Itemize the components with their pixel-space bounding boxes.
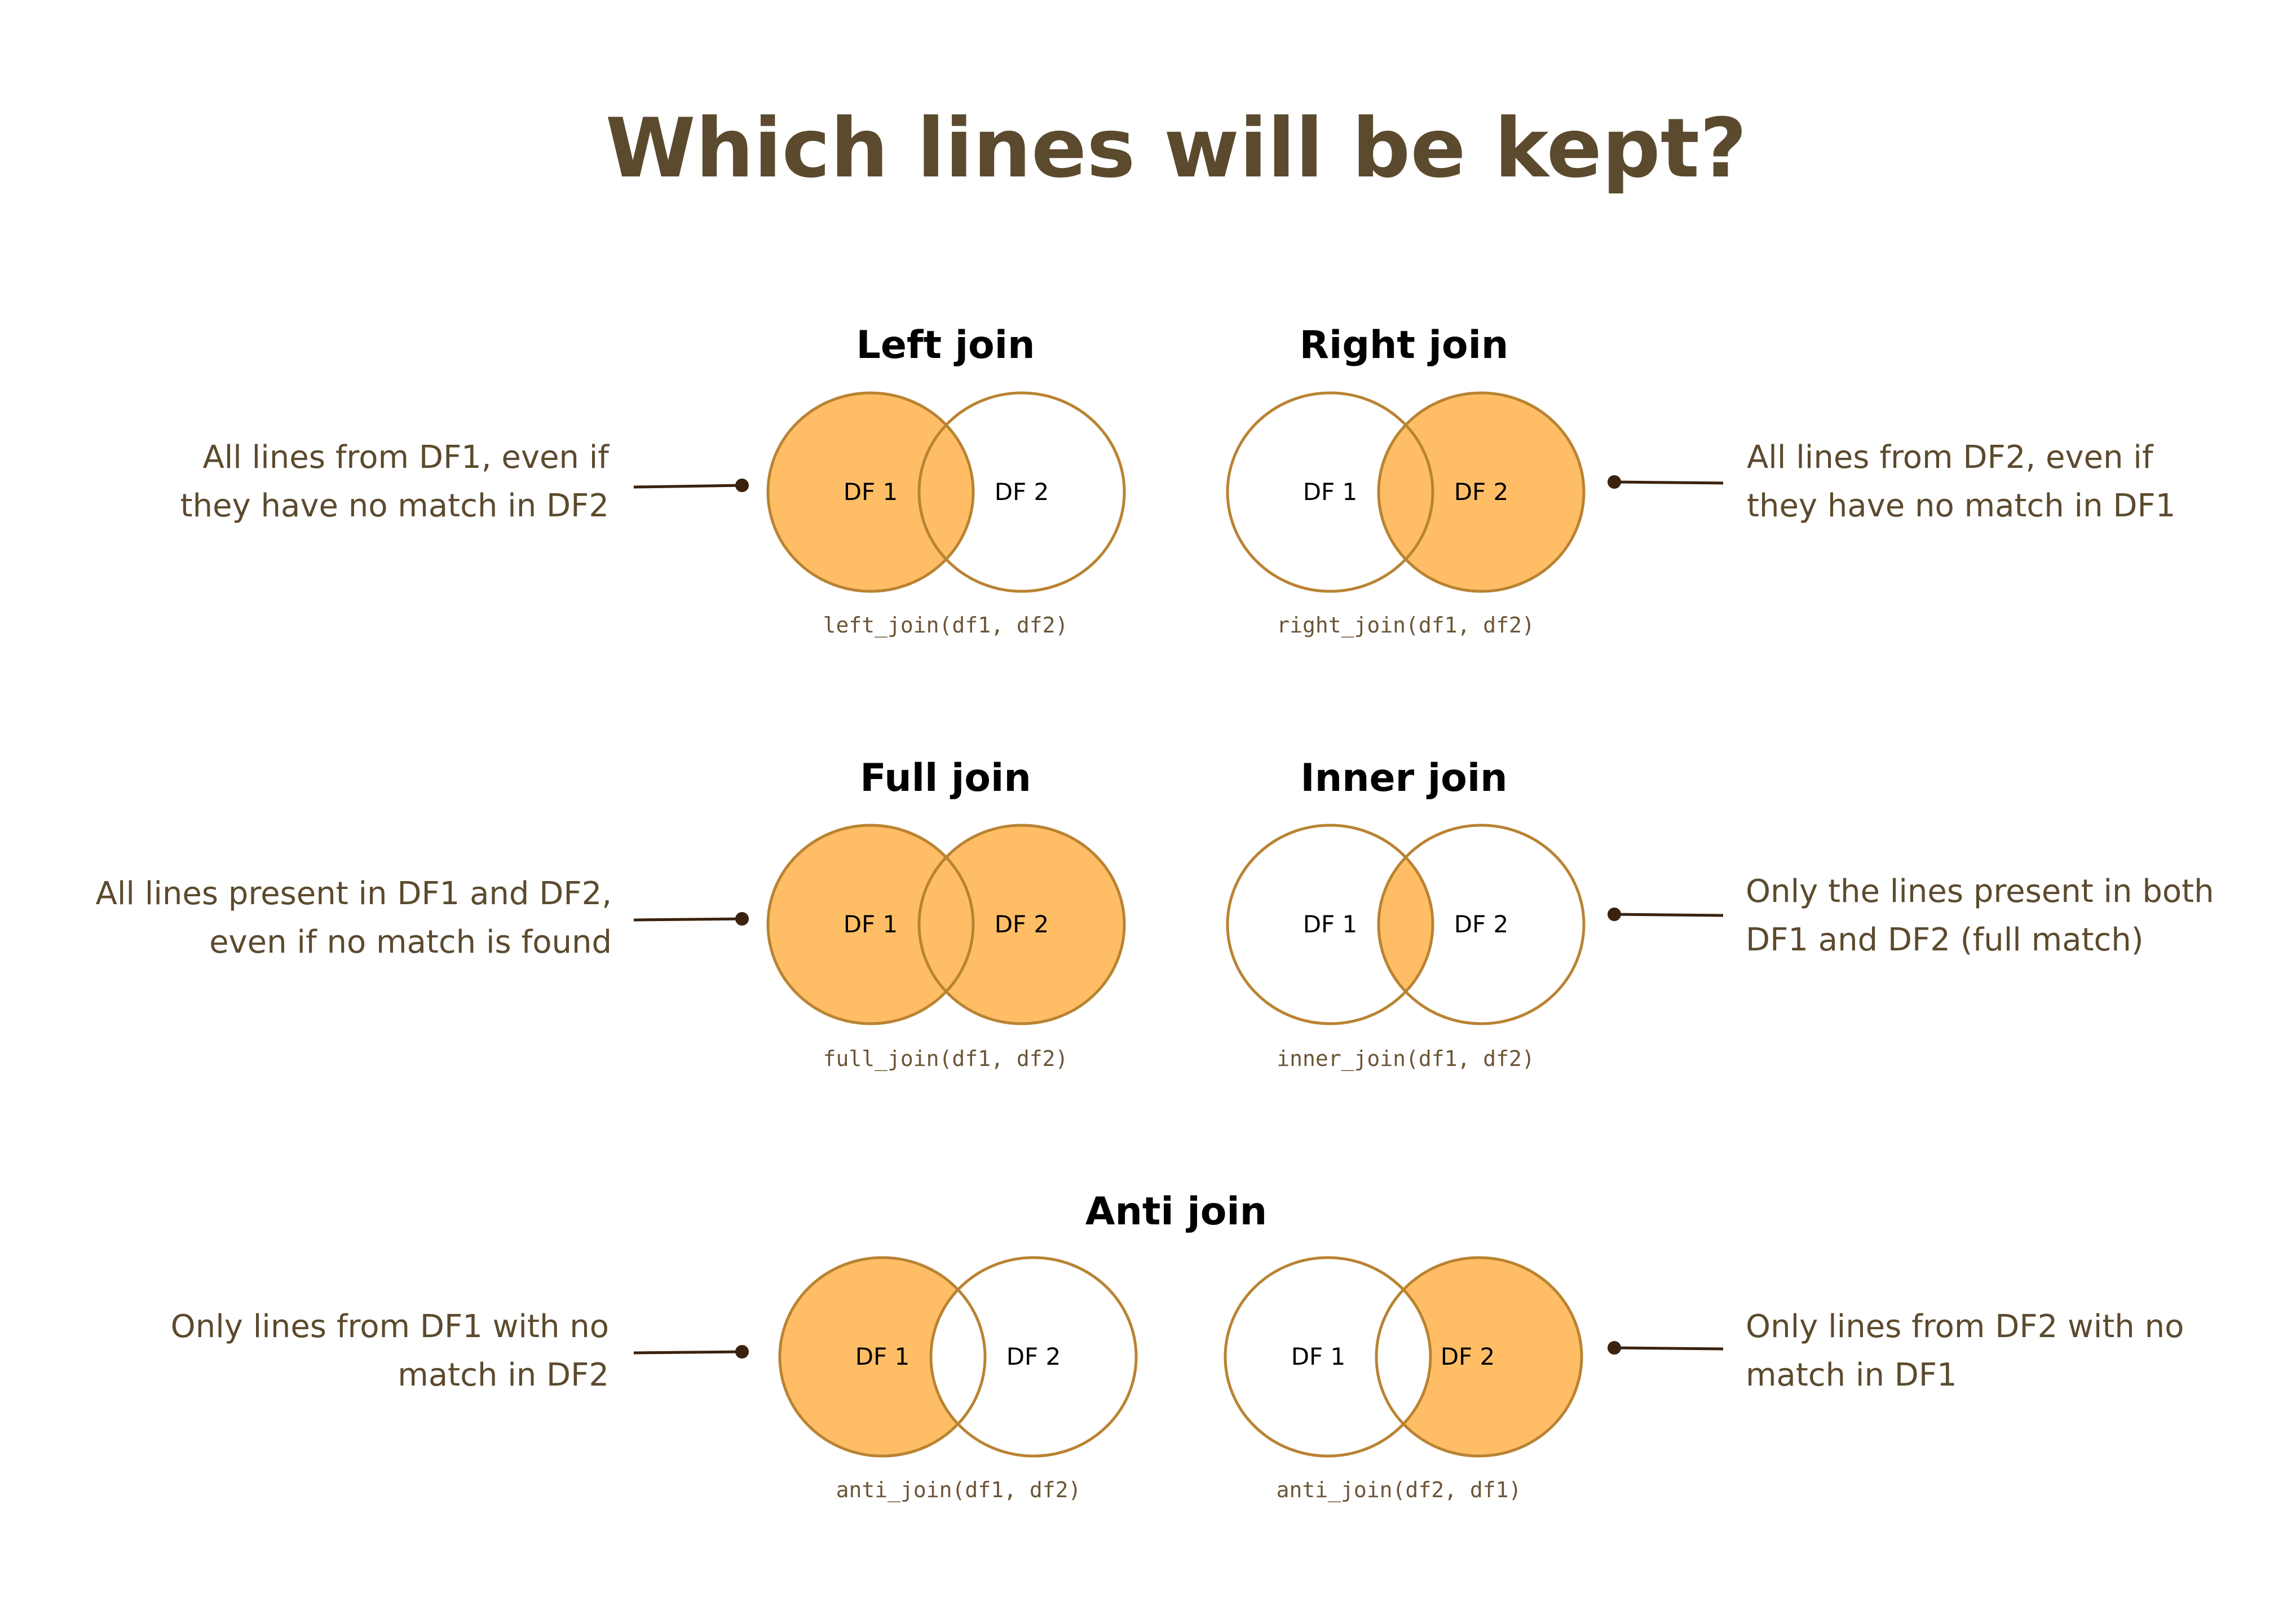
anti-join-left-df2-label: DF 2: [1006, 1343, 1061, 1370]
anti-join-right-code: anti_join(df2, df1): [1277, 1477, 1522, 1503]
right-join-connector-dot: [1608, 475, 1621, 489]
full-join-connector-dot: [735, 912, 749, 926]
full-join-code: full_join(df1, df2): [823, 1046, 1068, 1072]
anti-join-left-desc-line2: match in DF2: [398, 1357, 609, 1393]
anti-join-right: DF 1 DF 2 anti_join(df2, df1) Only lines…: [1224, 1256, 2184, 1503]
anti-join-left-desc-line1: Only lines from DF1 with no: [171, 1308, 609, 1345]
main-title: Which lines will be kept?: [606, 101, 1747, 196]
inner-join-panel: Inner join DF 1 DF 2 inner_join(df1, df2…: [1226, 756, 2214, 1072]
anti-join-right-connector-dot: [1608, 1341, 1621, 1355]
left-join-panel: Left join DF 1 DF 2 left_join(df1, df2) …: [180, 323, 1126, 638]
anti-join-left-df1-label: DF 1: [855, 1343, 910, 1370]
left-join-df2-circle: [917, 391, 1126, 593]
anti-join-left: DF 1 DF 2 anti_join(df1, df2) Only lines…: [171, 1256, 1138, 1503]
anti-join-right-df2-circle: [1375, 1256, 1583, 1458]
anti-join-left-df1-only-fill: [780, 1258, 985, 1456]
full-join-df1-circle: [766, 824, 975, 1025]
anti-join-right-df2-only-fill: [1376, 1258, 1582, 1456]
left-join-connector-dot: [735, 479, 749, 492]
inner-join-df2-label: DF 2: [1454, 910, 1509, 938]
full-join-connector: [633, 917, 743, 922]
right-join-title: Right join: [1300, 323, 1509, 368]
left-join-code: left_join(df1, df2): [823, 613, 1068, 638]
anti-join-right-desc-line1: Only lines from DF2 with no: [1746, 1308, 2184, 1345]
full-join-df1-fill: [768, 825, 973, 1024]
anti-join-right-df1-label: DF 1: [1291, 1343, 1346, 1370]
left-join-desc-line1: All lines from DF1, even if: [202, 439, 610, 476]
left-join-df1-fill: [768, 393, 973, 591]
full-join-df2-fill: [919, 825, 1124, 1024]
inner-join-desc-line2: DF1 and DF2 (full match): [1746, 922, 2144, 958]
inner-join-desc-line1: Only the lines present in both: [1746, 873, 2214, 910]
full-join-desc-line1: All lines present in DF1 and DF2,: [96, 875, 612, 912]
left-join-desc-line2: they have no match in DF2: [180, 488, 609, 524]
anti-join-right-desc-line2: match in DF1: [1746, 1357, 1957, 1393]
full-join-df2-circle: [917, 824, 1126, 1025]
right-join-code: right_join(df1, df2): [1277, 613, 1535, 638]
left-join-df1-circle: [766, 391, 975, 593]
right-join-df2-label: DF 2: [1454, 478, 1509, 506]
full-join-panel: Full join DF 1 DF 2 full_join(df1, df2) …: [96, 756, 1126, 1072]
right-join-desc-line2: they have no match in DF1: [1747, 488, 2175, 524]
left-join-connector: [633, 484, 743, 489]
left-join-df1-label: DF 1: [844, 478, 898, 506]
right-join-df1-label: DF 1: [1303, 478, 1358, 506]
full-join-title: Full join: [860, 756, 1031, 800]
right-join-panel: Right join DF 1 DF 2 right_join(df1, df2…: [1226, 323, 2175, 638]
full-join-desc-line2: even if no match is found: [209, 924, 612, 961]
anti-join-left-connector: [633, 1350, 743, 1355]
right-join-df2-circle: [1377, 391, 1586, 593]
anti-join-right-connector: [1614, 1346, 1724, 1351]
inner-join-df1-label: DF 1: [1303, 910, 1358, 938]
anti-join-left-df1-circle: [778, 1256, 987, 1458]
inner-join-df2-circle: [1377, 824, 1586, 1025]
full-join-df1-label: DF 1: [844, 910, 898, 938]
full-join-df2-label: DF 2: [995, 910, 1049, 938]
anti-join-right-df2-label: DF 2: [1441, 1343, 1495, 1370]
inner-join-code: inner_join(df1, df2): [1277, 1046, 1535, 1072]
anti-join-panel: Anti join DF 1 DF 2 anti_join(df1, df2) …: [171, 1189, 2184, 1503]
right-join-connector: [1614, 480, 1724, 485]
right-join-df2-fill: [1379, 393, 1584, 591]
right-join-desc-line1: All lines from DF2, even if: [1747, 439, 2154, 476]
anti-join-left-code: anti_join(df1, df2): [836, 1477, 1081, 1503]
left-join-title: Left join: [856, 323, 1035, 368]
anti-join-left-connector-dot: [735, 1345, 749, 1359]
inner-join-connector-dot: [1608, 908, 1621, 921]
inner-join-df1-circle: [1226, 824, 1434, 1025]
anti-join-left-df2-circle: [929, 1256, 1138, 1458]
inner-join-connector: [1614, 913, 1724, 917]
inner-join-title: Inner join: [1300, 756, 1507, 800]
left-join-df2-label: DF 2: [995, 478, 1049, 506]
anti-join-right-df1-circle: [1224, 1256, 1432, 1458]
right-join-df1-circle: [1226, 391, 1434, 593]
anti-join-title: Anti join: [1085, 1189, 1267, 1234]
